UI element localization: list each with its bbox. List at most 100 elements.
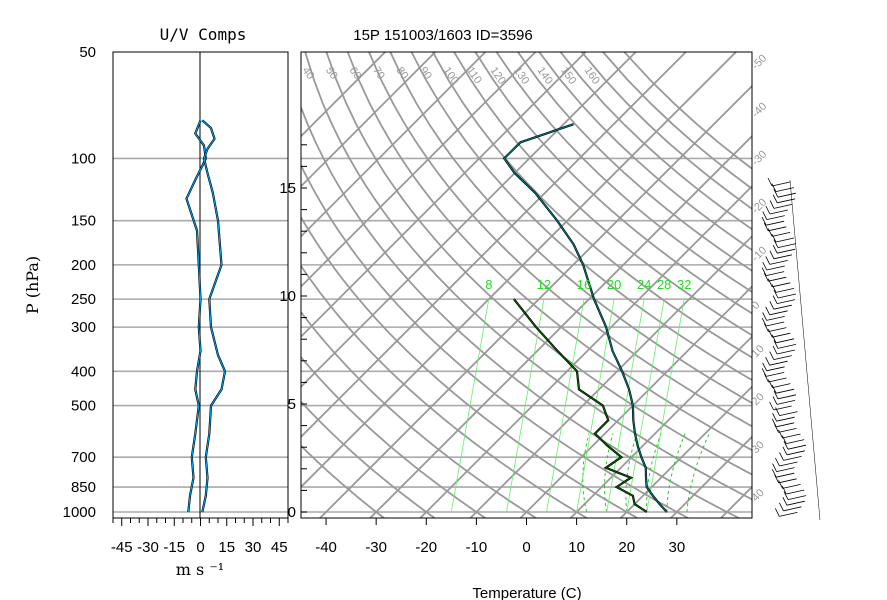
wind-barb-staff bbox=[777, 344, 797, 349]
wind-barb-staff bbox=[772, 232, 791, 237]
skewt-x-tick-label: 0 bbox=[522, 539, 530, 556]
uv-gridlines bbox=[113, 157, 288, 513]
skewt-profile-line bbox=[513, 298, 648, 513]
wind-barb-staff bbox=[766, 372, 785, 377]
wind-barb-flag bbox=[761, 368, 767, 377]
skewt-x-tick-label: -30 bbox=[365, 539, 387, 556]
skewt-x-tick-label: 30 bbox=[668, 539, 685, 556]
wind-barb-flag bbox=[774, 474, 779, 483]
wind-barb-staff bbox=[768, 327, 787, 332]
wind-barb-flag bbox=[767, 177, 773, 187]
uv-x-tick-label: 15 bbox=[218, 539, 235, 556]
wind-barb-flag bbox=[783, 441, 789, 450]
skewt-isotherm bbox=[519, 285, 752, 518]
wind-barb-flag bbox=[778, 480, 783, 489]
wind-barb-staff bbox=[773, 204, 793, 209]
wind-barb-flag bbox=[782, 497, 788, 506]
mixing-ratio-label: 16 bbox=[577, 277, 591, 292]
skewt-isotherm bbox=[368, 134, 752, 518]
wind-barb-flag bbox=[765, 306, 771, 315]
wind-barb-flag bbox=[763, 222, 769, 231]
wind-barb-flag bbox=[764, 373, 769, 383]
wind-barb-staff bbox=[766, 215, 785, 220]
skewt-isotherm bbox=[318, 84, 752, 518]
skewt-isotherm bbox=[669, 435, 752, 518]
skewt-dry-adiabat bbox=[368, 52, 752, 428]
wind-barb-column-spine bbox=[789, 179, 821, 521]
skewt-dry-adiabat bbox=[346, 52, 752, 452]
skewt-background-lines bbox=[301, 52, 752, 518]
wind-barb-flag bbox=[771, 334, 777, 343]
wind-barb-flag bbox=[772, 295, 778, 304]
wind-barb-flag bbox=[768, 379, 773, 388]
wind-barbs bbox=[761, 177, 821, 521]
wind-barb-staff bbox=[769, 360, 788, 366]
dry-adiabat-label: 70 bbox=[370, 65, 387, 82]
wind-barb-flag bbox=[767, 228, 773, 237]
mixing-ratio-label: 8 bbox=[485, 277, 492, 292]
wind-barb-staff bbox=[768, 276, 787, 282]
isotherm-label: -10 bbox=[750, 244, 770, 264]
wind-barb-flag bbox=[772, 194, 778, 203]
wind-barb-flag bbox=[775, 407, 780, 416]
wind-barb-staff bbox=[772, 332, 791, 338]
skewt-moist-adiabat bbox=[604, 433, 614, 513]
wind-barb-staff bbox=[787, 444, 807, 450]
skewt-x-ticks: -40 -30 -20 -10 0 10 20 30 bbox=[315, 518, 685, 556]
skewt-dry-adiabat bbox=[389, 52, 752, 404]
skewt-isotherm bbox=[301, 52, 688, 439]
skewt-moist-adiabat bbox=[666, 433, 686, 513]
wind-barb-staff bbox=[786, 439, 805, 444]
dry-adiabat-label: 80 bbox=[394, 65, 411, 82]
skewt-moist-adiabat bbox=[625, 433, 638, 513]
wind-barb-staff bbox=[776, 416, 795, 422]
wind-barb-flag bbox=[765, 357, 770, 366]
skewt-dry-adiabat bbox=[301, 400, 437, 518]
wind-barb-flag bbox=[781, 435, 787, 444]
skewt-dry-adiabat bbox=[301, 444, 386, 518]
dry-adiabat-label: 60 bbox=[347, 65, 364, 82]
dry-adiabat-label: 100 bbox=[441, 65, 461, 87]
wind-barb-staff bbox=[766, 321, 785, 327]
skewt-moist-adiabat bbox=[582, 433, 590, 513]
wind-barb-flag bbox=[771, 233, 777, 243]
wind-barb-staff bbox=[787, 495, 807, 500]
skewt-dry-adiabat bbox=[410, 52, 752, 382]
wind-barb-staff bbox=[768, 377, 787, 383]
wind-barb-flag bbox=[772, 345, 778, 355]
skewt-dry-adiabat bbox=[301, 310, 538, 518]
wind-barb-staff bbox=[778, 428, 797, 433]
wind-barb-staff bbox=[776, 349, 796, 355]
wind-barb-flag bbox=[774, 424, 779, 433]
uv-y-ticks: 50 100 150 200 250 300 400 500 700 850 1000 bbox=[63, 44, 96, 521]
uv-y-tick-label: 1000 bbox=[63, 504, 96, 521]
dry-adiabat-label: 110 bbox=[464, 65, 484, 86]
wind-barb-flag bbox=[779, 452, 784, 461]
uv-x-tick-label: 0 bbox=[196, 539, 204, 556]
skewt-dry-adiabat bbox=[601, 52, 752, 190]
wind-barb-flag bbox=[771, 418, 777, 427]
skewt-isotherm bbox=[469, 235, 752, 518]
wind-barb-staff bbox=[773, 304, 792, 310]
skewt-dry-adiabat bbox=[301, 215, 640, 518]
uv-series-line-dark bbox=[201, 119, 227, 513]
wind-barb-staff bbox=[779, 461, 798, 467]
dry-adiabat-label: 160 bbox=[582, 65, 602, 87]
skewt-x-tick-label: -10 bbox=[466, 539, 488, 556]
wind-barb-staff bbox=[775, 288, 795, 293]
skewt-height-tick-label: 5 bbox=[288, 396, 296, 413]
wind-barb-flag bbox=[769, 351, 775, 360]
wind-barb-staff bbox=[766, 271, 785, 276]
skewt-dry-adiabat bbox=[301, 355, 487, 518]
wind-barb-staff bbox=[776, 388, 795, 394]
wind-barb-staff bbox=[783, 506, 802, 512]
uv-x-tick-label: -30 bbox=[137, 539, 159, 556]
skewt-mixing-ratio-line bbox=[606, 299, 645, 513]
skewt-height-tick-label: 10 bbox=[279, 288, 296, 305]
wind-barb-flag bbox=[771, 284, 777, 293]
wind-barb-flag bbox=[769, 250, 775, 259]
wind-barb-staff bbox=[782, 484, 801, 489]
skewt-height-ticks: 0 5 10 15 bbox=[279, 144, 307, 521]
wind-barb-flag bbox=[761, 217, 767, 226]
